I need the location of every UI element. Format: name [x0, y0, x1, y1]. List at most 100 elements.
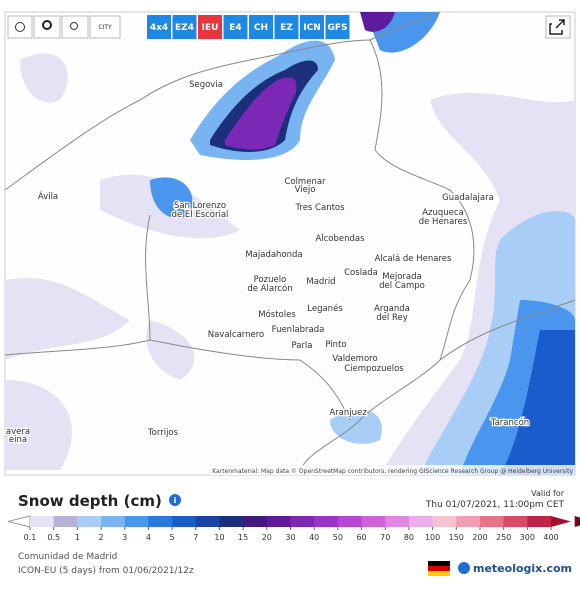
color-swatch	[479, 516, 505, 527]
tick-label: 0.5	[47, 533, 60, 542]
color-swatch	[408, 516, 434, 527]
zoom-icon	[70, 22, 78, 30]
place: Tres Cantos	[294, 203, 345, 213]
tick-label: 400	[543, 533, 558, 542]
tick-label: 1	[75, 533, 80, 542]
place: Mejorada	[382, 272, 421, 282]
tick-label: 300	[520, 533, 535, 542]
model-button[interactable]	[274, 15, 299, 39]
locate-icon	[42, 20, 52, 30]
valid-time: Thu 01/07/2021, 11:00pm CET	[425, 500, 565, 510]
place: Viejo	[295, 185, 316, 195]
tick-label: 7	[193, 533, 198, 542]
tick-label: 0.1	[24, 533, 37, 542]
place: Colmenar	[284, 177, 326, 187]
city-label: CITY	[98, 24, 112, 31]
brand[interactable]: meteologix.com	[473, 562, 572, 575]
model-button[interactable]	[198, 15, 222, 39]
brand-logo	[458, 562, 470, 574]
tick-label: 70	[380, 533, 390, 542]
zoom-button[interactable]	[61, 15, 89, 39]
place: Fuenlabrada	[272, 325, 325, 335]
place: del Rey	[376, 313, 407, 323]
attribution: Kartenmaterial: Map data © OpenStreetMap…	[212, 468, 573, 475]
color-swatch	[148, 516, 173, 527]
valid-label: Valid for	[531, 489, 565, 498]
snow-field	[5, 12, 575, 475]
model-run: ICON-EU (5 days) from 01/06/2021/12z	[18, 566, 194, 576]
color-swatch	[243, 516, 268, 527]
model-button[interactable]	[172, 15, 197, 39]
tick-label: 15	[238, 533, 248, 542]
tick-label: 250	[496, 533, 511, 542]
reload-icon	[15, 22, 25, 32]
tick-label: 3	[122, 533, 127, 542]
color-swatch	[77, 516, 102, 527]
color-swatch	[219, 516, 244, 527]
model-label: E4	[229, 23, 241, 33]
color-swatch	[172, 516, 197, 527]
color-swatch	[314, 516, 339, 527]
place: Majadahonda	[245, 250, 302, 260]
color-swatch	[30, 516, 55, 527]
flag	[428, 561, 450, 566]
place: de Henares	[419, 217, 468, 227]
locate-button[interactable]	[33, 15, 61, 39]
model-label: IEU	[202, 23, 219, 33]
place: de El Escorial	[172, 210, 229, 220]
place-labels: Segovia Ávila San Lorenzo de El Escorial…	[5, 79, 531, 447]
place: Parla	[291, 341, 312, 351]
place: de Alarcón	[247, 283, 292, 294]
attribution-bg	[210, 465, 575, 475]
colorbar-end	[551, 516, 571, 527]
toolbar: CITY 4x4 EZ4 IEU E4 CH EZ ICN GFS	[7, 15, 571, 39]
place: Pozuelo	[254, 275, 287, 285]
place: Arganda	[374, 304, 410, 314]
colorbar-start	[7, 515, 31, 528]
tick-label: 50	[333, 533, 343, 542]
place: Navalcarnero	[208, 330, 265, 340]
place: Aranjuez	[329, 408, 367, 418]
place: Guadalajara	[442, 193, 494, 203]
info-glyph: i	[174, 496, 177, 505]
model-button[interactable]	[147, 15, 171, 39]
color-swatch	[290, 516, 315, 527]
legend-title: Snow depth (cm)	[18, 492, 162, 510]
share-icon	[549, 19, 565, 35]
place: Coslada	[344, 268, 378, 278]
flag	[428, 571, 450, 576]
place: avera	[6, 427, 30, 437]
tick-label: 20	[262, 533, 272, 542]
color-swatch	[124, 516, 149, 527]
tick-label: 150	[449, 533, 464, 542]
place: Ávila	[38, 190, 58, 202]
color-swatch	[527, 516, 552, 527]
tick-label: 10	[214, 533, 224, 542]
color-swatch	[361, 516, 386, 527]
boundaries	[4, 11, 576, 471]
place: Alcobendas	[315, 234, 365, 244]
model-button[interactable]	[249, 15, 273, 39]
reload-button[interactable]	[7, 15, 33, 39]
model-label: EZ4	[175, 23, 194, 33]
tick-label: 40	[309, 533, 319, 542]
color-swatch	[101, 516, 126, 527]
tick-label: 30	[285, 533, 295, 542]
place: San Lorenzo	[174, 201, 226, 211]
color-swatch	[432, 516, 457, 527]
tick-label: 60	[356, 533, 366, 542]
colorbar: 0.1 0.5 1 2 3 4 5 7 10 15 20 30 40 50 60 70 80 100 150 200 2…	[7, 515, 580, 542]
model-button[interactable]	[300, 15, 324, 39]
info-icon[interactable]	[169, 494, 181, 506]
place: Tarancón	[490, 417, 529, 428]
model-button[interactable]	[223, 15, 248, 39]
tick-label: 5	[170, 533, 175, 542]
model-label: 4x4	[150, 23, 168, 33]
city-button[interactable]	[89, 15, 121, 39]
tick-label: 4	[146, 533, 151, 542]
tick-label: 200	[472, 533, 487, 542]
model-button[interactable]	[325, 15, 350, 39]
color-swatch	[266, 516, 291, 527]
